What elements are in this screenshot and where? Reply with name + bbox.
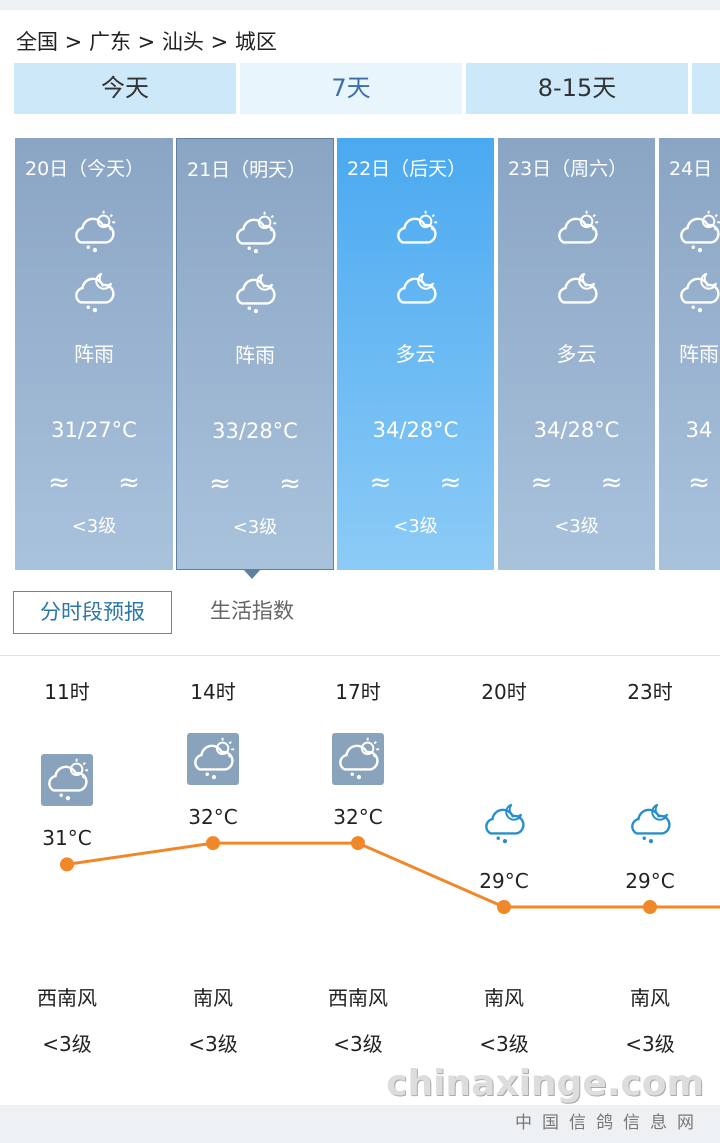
cloud-moon-rain-icon <box>673 266 720 314</box>
wind-icon: ≈ <box>688 468 720 498</box>
wind-level: <3级 <box>232 517 278 538</box>
selected-caret <box>243 569 261 579</box>
day-condition: 阵雨 <box>74 342 114 366</box>
temperature-label: 29°C <box>479 869 529 893</box>
wind-level: <3级 <box>188 1032 238 1056</box>
hour-label: 23时 <box>627 680 673 704</box>
cloud-sun-rain-icon <box>673 206 720 254</box>
wind-level: <3级 <box>625 1032 675 1056</box>
wind-icon: ≈ ≈ <box>369 468 482 498</box>
wind-direction: 西南风 <box>37 986 97 1010</box>
tab-life-index[interactable]: 生活指数 <box>210 599 294 623</box>
cloud-sun-rain-icon <box>68 206 120 254</box>
tab-today[interactable]: 今天 <box>14 63 236 114</box>
temperature-line <box>66 841 720 909</box>
cloud-moon-rain-icon <box>68 266 120 314</box>
day-condition: 多云 <box>395 342 436 366</box>
cloud-moon-icon <box>390 266 442 314</box>
temperature-label: 32°C <box>333 805 383 830</box>
tab-7days[interactable]: 7天 <box>240 63 462 114</box>
day-date: 24日 <box>669 158 713 180</box>
hour-label: 14时 <box>190 680 236 704</box>
day-condition: 阵雨 <box>679 342 719 366</box>
wind-icon: ≈ ≈ <box>209 469 321 499</box>
day-date: 21日（明天） <box>187 159 307 181</box>
temperature-point <box>643 900 657 914</box>
day-condition: 阵雨 <box>235 343 275 367</box>
divider <box>0 655 720 656</box>
temperature-point <box>351 836 365 851</box>
cloud-moon-icon <box>551 266 603 314</box>
wind-level: <3级 <box>333 1032 383 1056</box>
day-temperature: 31/27°C <box>51 418 137 442</box>
tab-more[interactable] <box>692 63 720 114</box>
temperature-point <box>206 836 220 851</box>
cloud-sun-rain-icon <box>187 733 239 786</box>
day-temperature: 34/28°C <box>533 418 620 442</box>
day-date: 20日（今天） <box>25 158 145 180</box>
hour-label: 11时 <box>44 680 90 704</box>
cloud-sun-rain-icon <box>41 754 93 807</box>
wind-icon: ≈ ≈ <box>48 468 160 498</box>
cloud-moon-rain-icon <box>624 797 676 849</box>
cloud-sun-icon <box>390 206 442 254</box>
day-condition: 多云 <box>556 342 597 366</box>
wind-level: <3级 <box>71 516 117 537</box>
wind-level: <3级 <box>554 516 599 537</box>
bottom-bar <box>0 1105 720 1143</box>
temperature-point <box>497 900 511 914</box>
wind-icon: ≈ ≈ <box>530 468 643 498</box>
day-card[interactable]: 24日 阵雨 34 ≈ <box>659 138 720 570</box>
day-card[interactable]: 23日（周六） 多云 34/28°C ≈ ≈ <3级 <box>498 138 655 570</box>
wind-direction: 西南风 <box>328 986 388 1010</box>
day-temperature: 34 <box>685 418 713 442</box>
temperature-label: 29°C <box>625 869 675 893</box>
cloud-moon-rain-icon <box>229 267 281 315</box>
hour-label: 17时 <box>335 680 381 704</box>
cloud-sun-icon <box>551 206 603 254</box>
wind-level: <3级 <box>479 1032 529 1056</box>
wind-direction: 南风 <box>630 986 670 1010</box>
temperature-point <box>60 857 74 872</box>
breadcrumb[interactable]: 全国 > 广东 > 汕头 > 城区 <box>16 30 277 54</box>
wind-level: <3级 <box>42 1032 92 1056</box>
day-date: 23日（周六） <box>508 158 628 180</box>
watermark: chinaxinge.com <box>386 1063 704 1104</box>
wind-direction: 南风 <box>484 986 524 1010</box>
range-tabs: 今天 7天 8-15天 <box>14 63 720 114</box>
temperature-label: 31°C <box>42 826 92 851</box>
temperature-label: 32°C <box>188 805 238 830</box>
day-card[interactable]: 20日（今天） 阵雨 31/27°C ≈ ≈ <3级 <box>15 138 173 570</box>
tab-8-15days[interactable]: 8-15天 <box>466 63 688 114</box>
cloud-moon-rain-icon <box>478 797 530 849</box>
wind-level: <3级 <box>393 516 438 537</box>
day-card[interactable]: 21日（明天） 阵雨 33/28°C ≈ ≈ <3级 <box>176 138 334 570</box>
day-temperature: 34/28°C <box>372 418 459 442</box>
top-bar <box>0 0 720 10</box>
day-date: 22日（后天） <box>347 158 467 180</box>
wind-direction: 南风 <box>193 986 233 1010</box>
tab-hourly-forecast[interactable]: 分时段预报 <box>13 591 172 634</box>
hour-label: 20时 <box>481 680 527 704</box>
cloud-sun-rain-icon <box>332 733 384 786</box>
day-temperature: 33/28°C <box>212 419 298 443</box>
cloud-sun-rain-icon <box>229 207 281 255</box>
watermark-sub: 中国信鸽信息网 <box>515 1113 704 1133</box>
day-card[interactable]: 22日（后天） 多云 34/28°C ≈ ≈ <3级 <box>337 138 494 570</box>
